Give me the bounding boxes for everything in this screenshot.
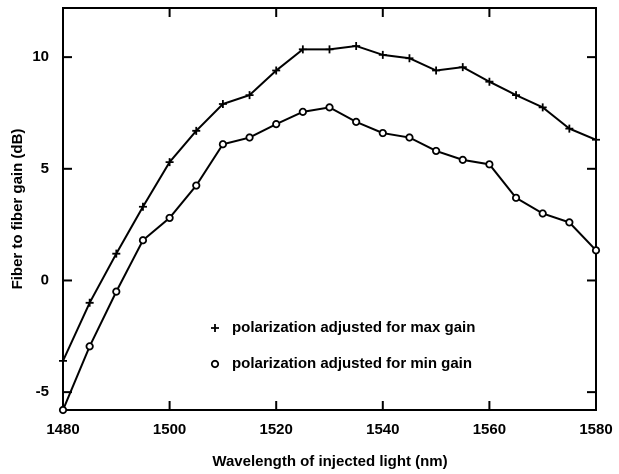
- data-point: [298, 45, 307, 54]
- x-tick-label: 1520: [260, 421, 293, 438]
- data-point: [485, 77, 494, 86]
- data-point: [85, 298, 94, 307]
- y-tick-label: 0: [41, 271, 49, 288]
- legend-label: polarization adjusted for max gain: [232, 319, 475, 336]
- data-point: [165, 158, 174, 167]
- data-point: [245, 91, 254, 100]
- data-point: [405, 54, 414, 63]
- data-point: [352, 117, 361, 127]
- legend-marker: [210, 359, 220, 369]
- data-point: [298, 107, 307, 116]
- data-point: [245, 133, 254, 142]
- data-point: [378, 50, 387, 59]
- data-point: [378, 128, 387, 138]
- y-tick-label: -5: [36, 383, 49, 400]
- data-point: [591, 246, 601, 255]
- data-point: [538, 209, 547, 218]
- data-point: [592, 135, 600, 144]
- data-point: [405, 133, 414, 142]
- x-tick-label: 1560: [473, 421, 506, 438]
- x-axis-label: Wavelength of injected light (nm): [212, 453, 447, 470]
- data-point: [218, 100, 227, 109]
- data-point: [325, 103, 334, 112]
- data-point: [485, 160, 494, 169]
- x-tick-label: 1580: [579, 421, 612, 438]
- legend-label: polarization adjusted for min gain: [232, 355, 472, 372]
- data-point: [511, 193, 521, 202]
- data-point: [138, 202, 147, 211]
- data-point: [165, 213, 174, 223]
- data-point: [352, 41, 361, 50]
- data-point: [272, 66, 281, 75]
- data-point: [192, 181, 201, 190]
- y-axis-label: Fiber to fiber gain (dB): [9, 129, 26, 290]
- x-tick-label: 1500: [153, 421, 186, 438]
- data-point: [325, 45, 334, 54]
- x-tick-label: 1480: [46, 421, 79, 438]
- data-point: [85, 342, 94, 351]
- data-point: [458, 63, 467, 72]
- data-point: [538, 103, 547, 112]
- data-point: [272, 120, 281, 129]
- data-point: [565, 218, 574, 227]
- data-point: [565, 124, 574, 133]
- plot-frame: [62, 7, 597, 411]
- data-point: [192, 126, 201, 135]
- x-tick-label: 1540: [366, 421, 399, 438]
- data-point: [138, 236, 148, 245]
- y-tick-label: 5: [41, 160, 49, 177]
- data-point: [58, 405, 68, 415]
- legend-marker: [211, 324, 219, 332]
- data-point: [59, 356, 67, 365]
- y-tick-label: 10: [32, 48, 49, 65]
- data-point: [432, 66, 441, 75]
- data-point: [512, 91, 521, 100]
- data-point: [112, 249, 121, 258]
- data-point: [112, 287, 121, 296]
- data-point: [431, 146, 441, 156]
- data-point: [458, 155, 467, 164]
- data-point: [218, 140, 227, 149]
